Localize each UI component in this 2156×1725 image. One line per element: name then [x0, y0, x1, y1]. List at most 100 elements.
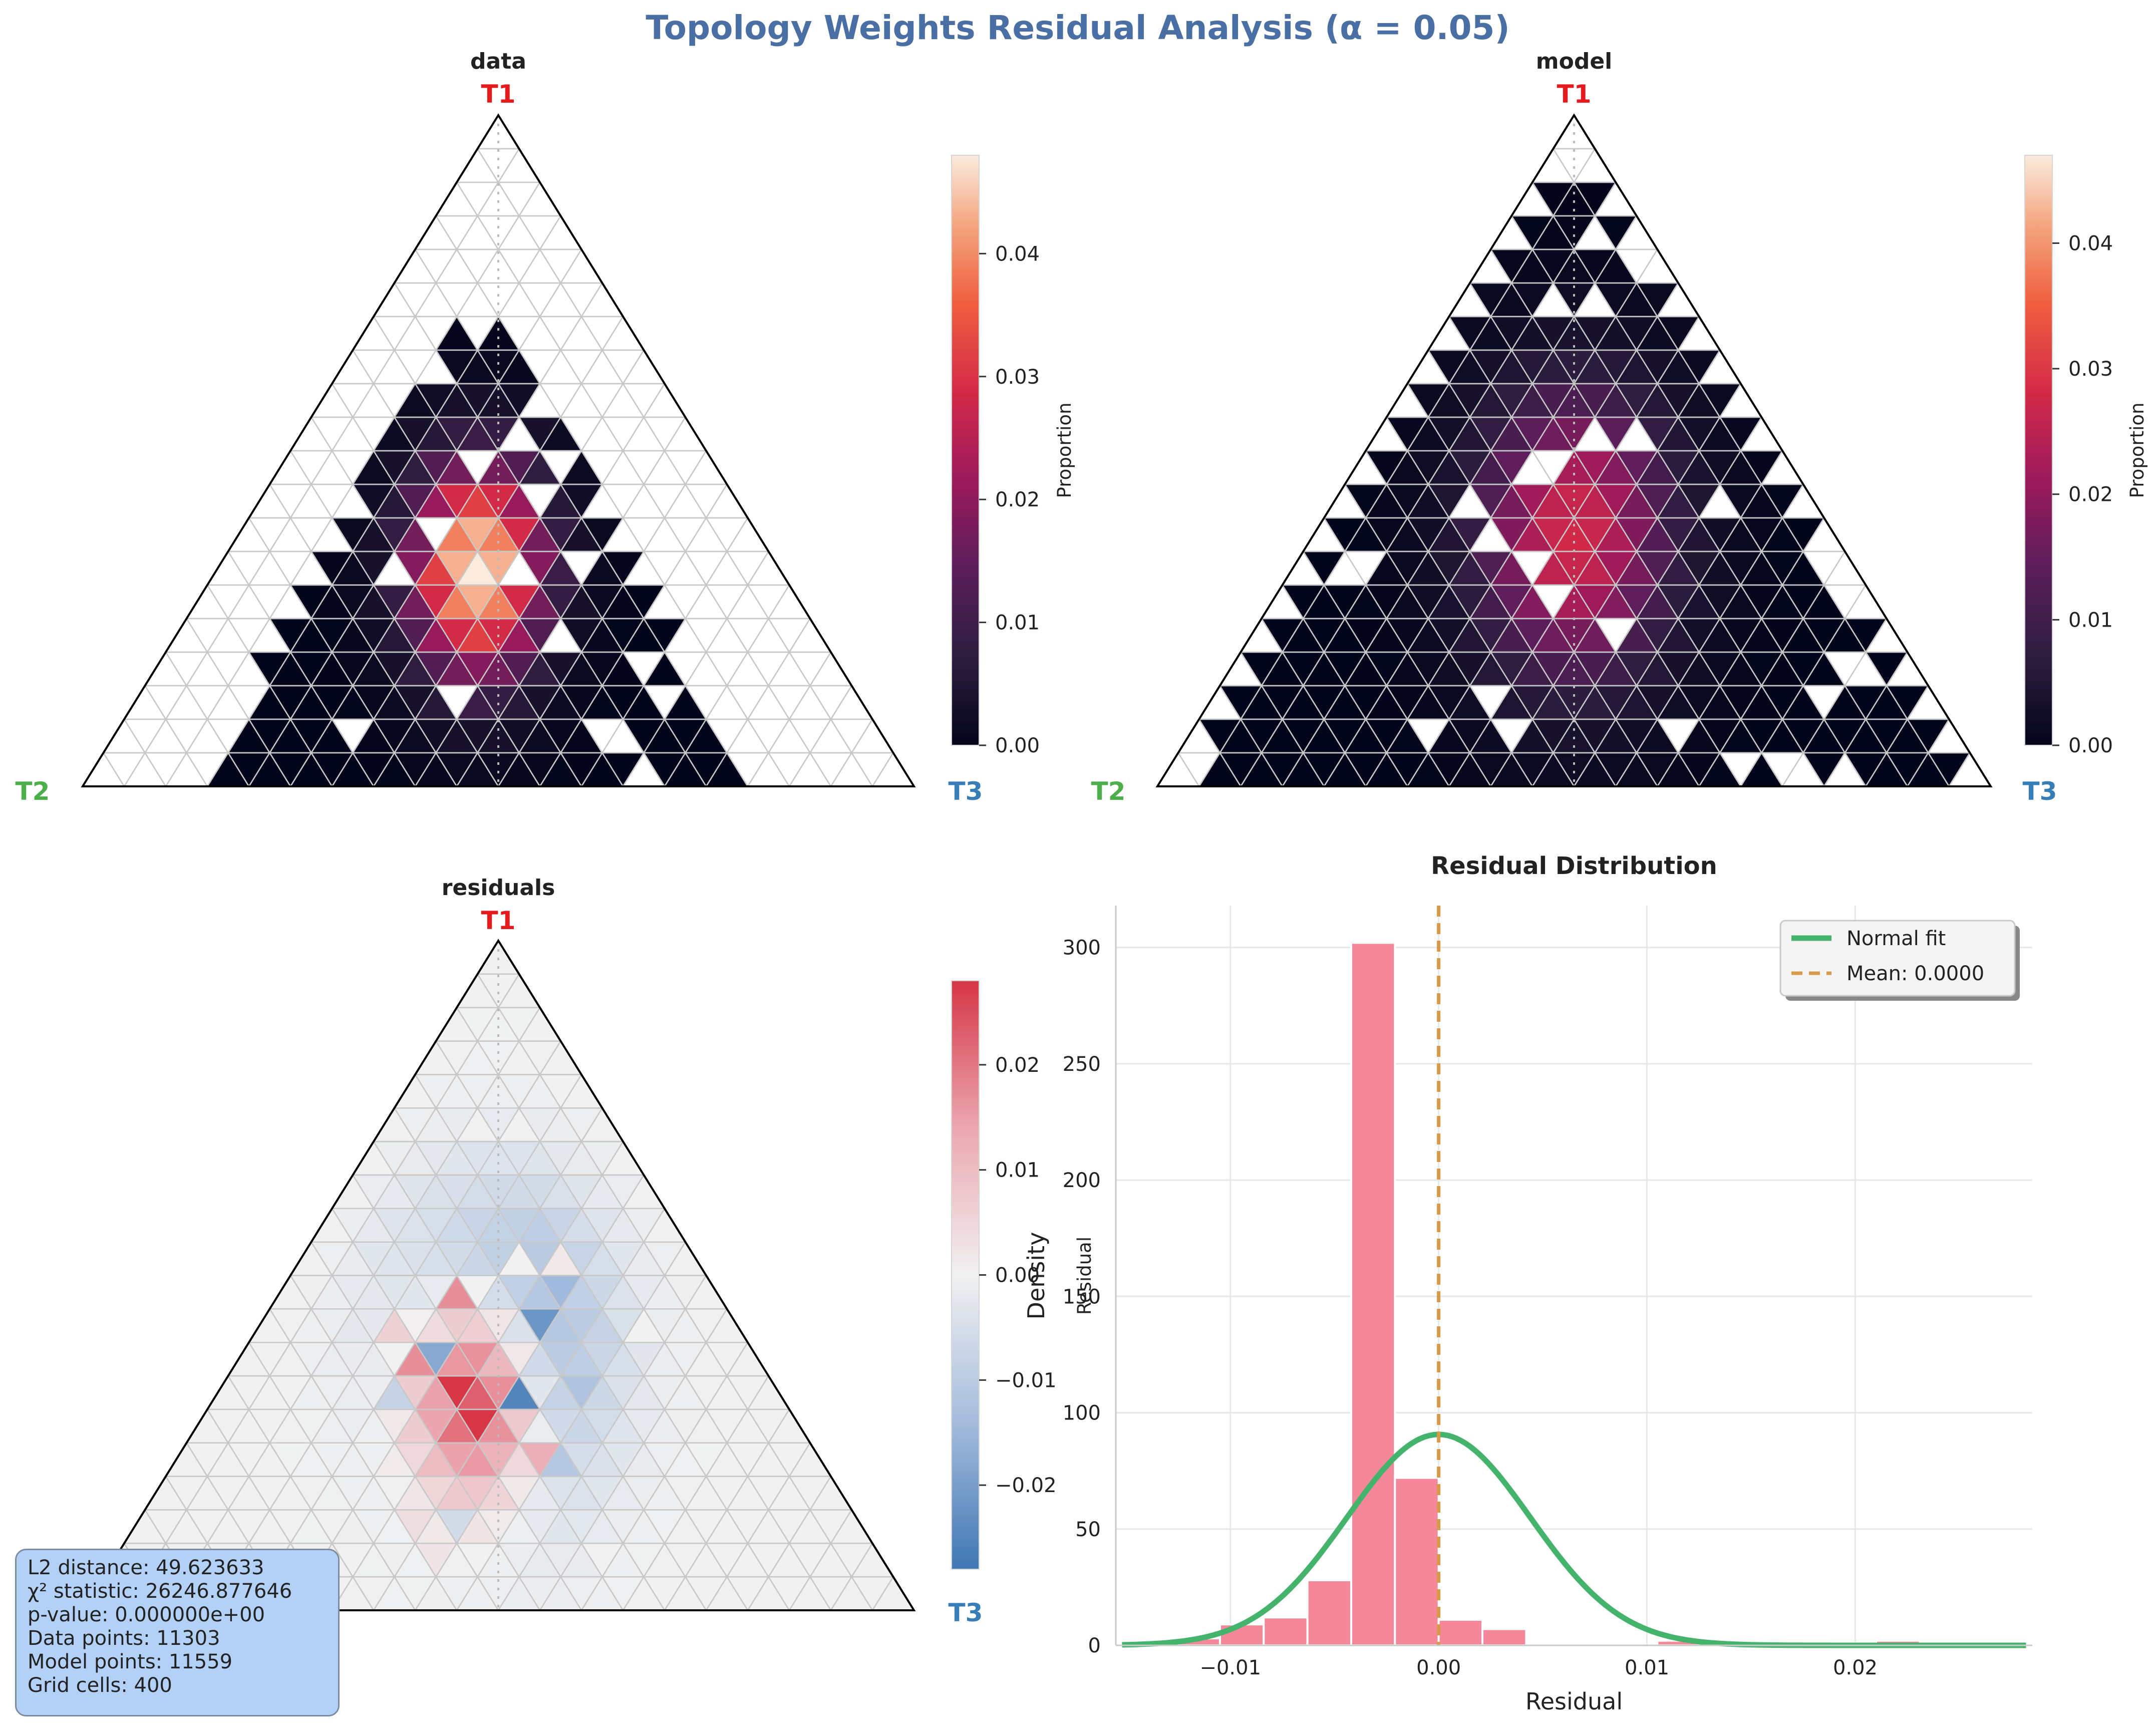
ternary-cell	[1407, 518, 1449, 551]
ternary-cell	[498, 149, 540, 182]
ternary-cell	[290, 417, 332, 451]
ternary-cell	[1699, 417, 1741, 451]
ternary-cell	[207, 1476, 249, 1510]
ternary-cell	[560, 1376, 602, 1409]
ternary-cell	[457, 619, 498, 652]
ternary-cell	[436, 1510, 478, 1544]
ternary-cell	[540, 1108, 581, 1142]
ternary-cell	[1782, 585, 1824, 619]
ternary-cell	[1844, 753, 1887, 786]
ternary-cell	[457, 974, 498, 1008]
ternary-cell	[644, 1309, 686, 1343]
ternary-cell	[1532, 719, 1574, 753]
ternary-cell	[166, 1510, 207, 1544]
ternary-cell	[727, 1443, 769, 1477]
ternary-cell	[602, 1376, 644, 1409]
ternary-cell	[644, 1476, 686, 1510]
ternary-cell	[1303, 551, 1345, 585]
ternary-cell	[290, 551, 332, 585]
ternary-cell	[1678, 484, 1720, 518]
ternary-cell	[415, 1510, 457, 1544]
ternary-cell	[560, 1510, 602, 1544]
ternary-cell	[560, 1175, 602, 1209]
ternary-cell	[457, 585, 498, 619]
ternary-cell	[519, 249, 561, 283]
ternary-cell	[1907, 753, 1949, 786]
ternary-cell	[477, 451, 519, 484]
ternary-cell	[394, 1275, 436, 1309]
ternary-cell	[748, 585, 789, 619]
ternary-cell	[560, 686, 602, 719]
ternary-cell	[290, 1409, 332, 1443]
ternary-cell	[1282, 551, 1324, 585]
ternary-cell	[436, 283, 478, 317]
ternary-cell	[477, 974, 519, 1008]
ternary-cell	[394, 484, 436, 518]
ternary-cell	[1616, 216, 1658, 249]
ternary-cell	[228, 1476, 270, 1510]
ternary-cell	[727, 1510, 769, 1544]
ternary-cell	[1595, 551, 1637, 585]
ternary-cell	[415, 1309, 457, 1343]
ternary-cell	[498, 249, 540, 283]
ternary-cell	[1470, 551, 1512, 585]
ternary-cell	[374, 518, 415, 551]
ternary-cell	[1782, 551, 1824, 585]
ternary-cell	[1262, 686, 1304, 719]
ternary-cell	[810, 1577, 852, 1610]
ternary-cell	[727, 1476, 769, 1510]
ternary-cell	[457, 1007, 498, 1041]
ternary-cell	[1490, 686, 1532, 719]
ternary-cell	[602, 686, 644, 719]
ternary-cell	[789, 1543, 831, 1577]
ternary-cell	[332, 1309, 374, 1343]
ternary-cell	[374, 1108, 415, 1142]
ternary-cell	[706, 686, 748, 719]
ternary-cell	[394, 1476, 436, 1510]
x-tick-label: −0.01	[1199, 1656, 1261, 1679]
ternary-cell	[644, 1376, 686, 1409]
ternary-cell	[789, 1476, 831, 1510]
ternary-cell	[851, 719, 893, 753]
ternary-cell	[519, 1409, 561, 1443]
colorbar-residuals: −0.02 −0.01 0.00 0.01 0.02 Residual	[951, 980, 1095, 1570]
ternary-cell	[1553, 719, 1595, 753]
ternary-cell	[311, 652, 353, 686]
ternary-cell	[1449, 551, 1491, 585]
ternary-cell	[727, 1577, 769, 1610]
ternary-cell	[457, 1543, 498, 1577]
ternary-cell	[602, 1476, 644, 1510]
ternary-cell	[1782, 518, 1824, 551]
ternary-cell	[436, 585, 478, 619]
ternary-cell	[1574, 619, 1616, 652]
ternary-cell	[477, 1443, 519, 1477]
ternary-cell	[644, 551, 686, 585]
ternary-cell	[851, 1577, 893, 1610]
ternary-cell	[1241, 719, 1283, 753]
ternary-cell	[1511, 518, 1554, 551]
ternary-cell	[1386, 417, 1428, 451]
ternary-cell	[1636, 484, 1678, 518]
ternary-cell	[748, 1543, 789, 1577]
ternary-cell	[1449, 719, 1491, 753]
ternary-cell	[290, 1309, 332, 1343]
ternary-cell	[394, 585, 436, 619]
ternary-cell	[685, 619, 727, 652]
ternary-cell	[269, 686, 312, 719]
ternary-cell	[249, 1409, 290, 1443]
ternary-cell	[353, 551, 395, 585]
ternary-cell	[602, 1175, 644, 1209]
ternary-cell	[415, 451, 457, 484]
ternary-cells-model	[1157, 115, 1991, 786]
ternary-cell	[1740, 686, 1782, 719]
ternary-cell	[1511, 182, 1554, 216]
ternary-cell	[394, 1242, 436, 1276]
ternary-cell	[560, 1409, 602, 1443]
ternary-cell	[1678, 652, 1720, 686]
ternary-cell	[1345, 518, 1387, 551]
ternary-cell	[457, 1242, 498, 1276]
ternary-cell	[519, 1577, 561, 1610]
ternary-cell	[353, 1376, 395, 1409]
ternary-cell	[290, 619, 332, 652]
ternary-cell	[1386, 518, 1428, 551]
